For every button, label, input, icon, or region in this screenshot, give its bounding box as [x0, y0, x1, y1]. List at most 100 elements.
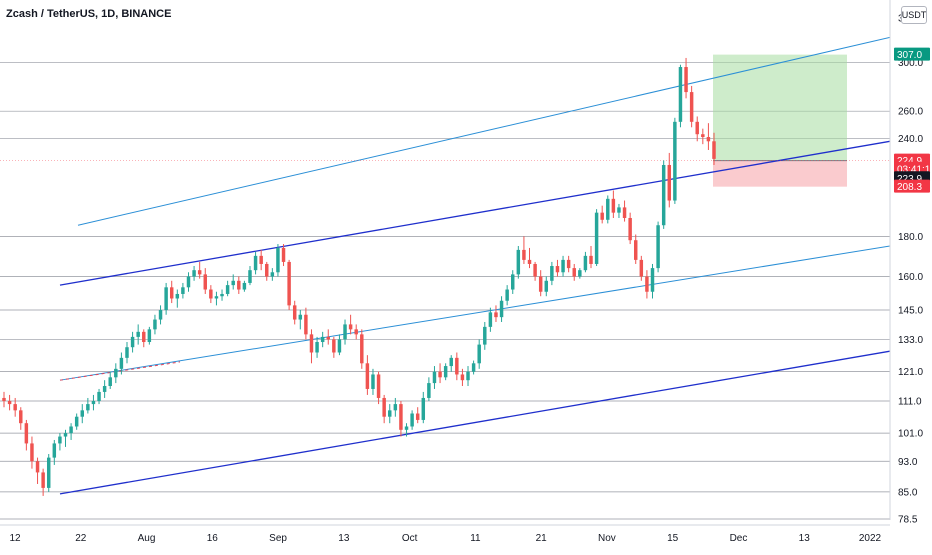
candle-body: [2, 397, 6, 402]
candle-body: [214, 296, 219, 299]
candle-body: [622, 207, 627, 218]
y-tick-label: 121.0: [898, 367, 923, 378]
candle-body: [35, 461, 40, 473]
candle-body: [712, 141, 716, 159]
candle-body: [516, 249, 521, 275]
candle-body: [220, 293, 224, 297]
candle-body: [578, 270, 582, 277]
price-tag: [894, 179, 930, 193]
candle-body: [499, 300, 504, 318]
target-zone: [713, 54, 847, 161]
lower-channel-line: [59, 350, 891, 495]
candle-body: [365, 363, 370, 389]
y-tick-label: 300.0: [898, 58, 923, 69]
x-axis: 12 22 Aug 16 Sep 13 Oct 11 21 Nov 15 Dec 13 2022: [0, 524, 890, 544]
candle-body: [164, 287, 168, 311]
candle-body: [589, 255, 593, 264]
candles: [2, 57, 716, 496]
candle-body: [606, 198, 610, 220]
candle-body: [19, 410, 23, 424]
candle-body: [225, 285, 230, 294]
candle-body: [639, 259, 644, 277]
candle-body: [645, 276, 649, 292]
x-tick-label: 22: [75, 533, 87, 544]
price-tag-label: 223.9: [897, 174, 922, 185]
candle-body: [153, 319, 157, 330]
candle-body: [298, 314, 303, 320]
candle-body: [617, 207, 621, 213]
candle-body: [209, 289, 213, 299]
candle-body: [522, 249, 526, 260]
y-tick-label: 93.0: [898, 457, 918, 468]
candle-body: [438, 371, 442, 378]
candle-body: [58, 436, 62, 444]
y-tick-label: 85.0: [898, 487, 918, 498]
x-tick-label: 2022: [859, 533, 882, 544]
position-zones: [713, 54, 847, 187]
chart-title: Zcash / TetherUS, 1D, BINANCE: [6, 8, 172, 20]
candle-body: [326, 336, 330, 340]
candle-body: [147, 329, 152, 343]
mid-channel-line: [59, 140, 891, 286]
candle-body: [192, 270, 196, 277]
candle-body: [494, 312, 498, 318]
y-tick-label: 240.0: [898, 134, 923, 145]
candle-body: [701, 134, 705, 138]
candle-body: [360, 334, 364, 364]
candle-body: [7, 401, 12, 405]
candle-body: [600, 212, 604, 220]
y-tick-label: 133.0: [898, 335, 923, 346]
candle-body: [706, 137, 711, 142]
candle-body: [86, 404, 90, 411]
candle-body: [561, 259, 565, 273]
candle-body: [555, 266, 560, 273]
candle-body: [488, 312, 493, 327]
lower-mid-channel-line: [59, 245, 891, 381]
candle-body: [125, 347, 129, 358]
candle-body: [309, 334, 314, 353]
candle-body: [197, 270, 202, 275]
y-tick-label: 180.0: [898, 232, 923, 243]
price-tag-label: 307.0: [897, 50, 922, 61]
candle-body: [656, 225, 660, 269]
candle-body: [52, 443, 57, 458]
candle-body: [343, 324, 347, 340]
candle-body: [248, 270, 252, 283]
candle-body: [80, 410, 85, 417]
price-tag-label: 208.3: [897, 182, 922, 193]
candle-body: [63, 433, 68, 437]
price-tag-label: 03:41:14: [897, 164, 932, 175]
y-tick-label: 145.0: [898, 306, 923, 317]
candle-body: [611, 198, 616, 213]
upper-channel-line: [77, 36, 891, 226]
candle-body: [287, 261, 291, 306]
candle-body: [505, 289, 509, 301]
candle-body: [689, 92, 694, 122]
y-tick-label: 260.0: [898, 107, 923, 118]
candle-body: [281, 247, 286, 262]
currency-button[interactable]: USDT: [901, 6, 927, 24]
candle-body: [354, 329, 358, 335]
y-axis: 3300.0260.0240.0180.0160.0145.0133.0121.…: [889, 0, 923, 525]
candle-body: [550, 266, 554, 281]
candle-body: [661, 164, 666, 226]
candle-body: [583, 255, 588, 271]
candle-body: [119, 357, 124, 369]
x-tick-label: Nov: [598, 533, 616, 544]
candle-body: [259, 255, 263, 264]
candle-body: [315, 342, 319, 353]
candle-body: [460, 374, 465, 381]
candle-body: [399, 404, 403, 430]
candle-body: [388, 410, 392, 417]
candle-body: [203, 274, 207, 290]
candle-body: [142, 331, 146, 343]
candle-body: [393, 404, 398, 411]
candle-body: [650, 268, 655, 292]
candle-body: [74, 416, 79, 427]
stop-zone: [713, 160, 847, 187]
candle-body: [371, 374, 375, 389]
candle-body: [477, 344, 481, 364]
